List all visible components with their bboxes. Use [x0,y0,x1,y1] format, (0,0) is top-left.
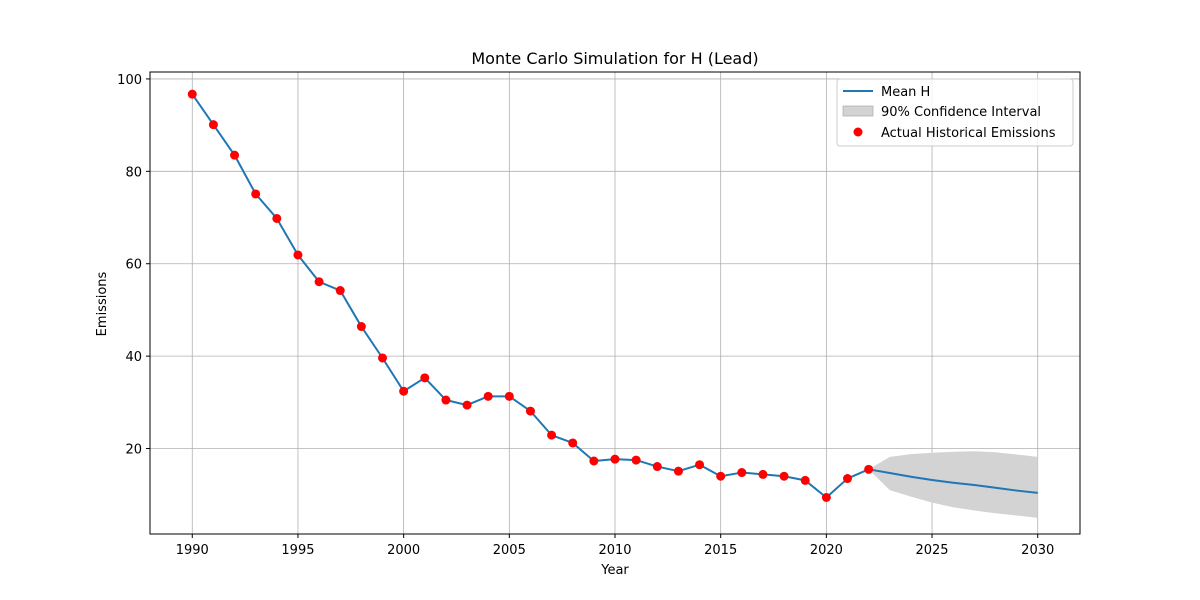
x-tick-label: 2020 [810,543,843,558]
y-tick-label: 60 [125,258,142,273]
legend-band-swatch [842,105,874,117]
historical-emission-point [589,456,599,466]
x-tick-label: 2015 [704,543,737,558]
historical-emission-point [356,322,366,332]
x-tick-label: 2030 [1021,543,1054,558]
historical-emission-point [462,400,472,410]
grid [150,72,1080,534]
legend-points-swatch [853,127,863,137]
x-tick-label: 1995 [281,543,314,558]
x-tick-label: 2000 [387,543,420,558]
confidence-interval-band [868,451,1038,518]
y-axis-label: Emissions [95,271,110,336]
x-axis-ticks: 1990 1995 2000 2005 2010 2015 2020 2025 2030 [176,534,1054,558]
historical-emission-point [568,438,578,448]
historical-emission-point [335,286,345,296]
legend: Mean H 90% Confidence Interval Actual Hi… [836,78,1074,147]
chart-title: Monte Carlo Simulation for H (Lead) [471,49,758,68]
historical-emission-point [821,493,831,502]
y-tick-label: 20 [125,443,142,458]
y-tick-label: 100 [117,73,142,88]
historical-emission-point [399,386,409,396]
historical-emission-point [631,455,641,465]
historical-emission-point [251,189,261,199]
x-tick-label: 2010 [598,543,631,558]
historical-emission-point [378,353,387,363]
historical-emission-point [864,464,874,474]
historical-emission-point [420,373,430,383]
x-tick-label: 2005 [493,543,526,558]
historical-points-layer [187,89,874,502]
historical-emission-point [737,468,747,478]
historical-emission-point [504,391,514,401]
historical-emission-point [441,395,451,405]
x-axis-label: Year [600,563,629,578]
confidence-band-layer [868,451,1038,518]
x-tick-label: 1990 [176,543,209,558]
historical-emission-point [800,475,810,485]
historical-emission-point [673,466,683,476]
legend-box [836,78,1074,147]
y-tick-label: 80 [125,165,142,180]
historical-emission-point [779,471,789,481]
historical-emission-point [843,474,852,484]
legend-label-points: Actual Historical Emissions [881,126,1056,141]
historical-emission-point [483,391,493,401]
historical-emission-point [695,460,705,470]
x-tick-label: 2025 [915,543,948,558]
historical-emission-point [525,406,535,416]
historical-emission-point [293,250,303,260]
historical-emission-point [208,120,218,130]
y-tick-label: 40 [125,350,142,365]
historical-emission-point [272,213,282,223]
historical-emission-point [758,469,768,479]
historical-emission-point [610,454,620,464]
legend-label-mean: Mean H [881,85,930,100]
y-axis-ticks: 20 40 60 80 100 [117,73,150,458]
historical-emission-point [314,277,324,287]
historical-emission-point [187,89,197,99]
historical-emission-point [547,430,557,440]
historical-emission-point [716,471,726,481]
historical-emission-point [652,462,662,472]
legend-label-band: 90% Confidence Interval [881,105,1041,120]
historical-emission-point [230,150,240,160]
